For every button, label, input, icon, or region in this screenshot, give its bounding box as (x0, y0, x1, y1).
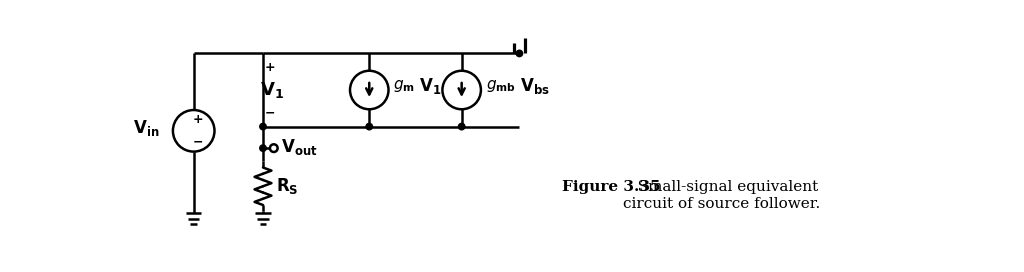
Text: Small-signal equivalent
circuit of source follower.: Small-signal equivalent circuit of sourc… (624, 181, 820, 211)
Text: $\mathbf{V}_{\mathbf{in}}$: $\mathbf{V}_{\mathbf{in}}$ (133, 118, 160, 138)
Text: $\mathbf{V}_{\mathbf{bs}}$: $\mathbf{V}_{\mathbf{bs}}$ (520, 76, 550, 96)
Text: $g_{\mathbf{m}}$: $g_{\mathbf{m}}$ (393, 78, 415, 94)
Circle shape (516, 50, 522, 57)
Circle shape (366, 123, 373, 130)
Text: $\mathbf{V_1}$: $\mathbf{V_1}$ (260, 80, 284, 100)
Text: +: + (264, 61, 275, 74)
Text: $g_{\mathbf{mb}}$: $g_{\mathbf{mb}}$ (485, 78, 515, 94)
Text: −: − (193, 136, 203, 149)
Circle shape (260, 145, 266, 152)
Circle shape (260, 123, 266, 130)
Text: $\mathbf{R}_{\mathbf{S}}$: $\mathbf{R}_{\mathbf{S}}$ (276, 176, 299, 196)
Text: Figure 3.35: Figure 3.35 (562, 181, 660, 194)
Text: $\mathbf{V_1}$: $\mathbf{V_1}$ (419, 76, 440, 96)
Circle shape (459, 123, 465, 130)
Text: $\mathbf{V}_{\mathbf{out}}$: $\mathbf{V}_{\mathbf{out}}$ (281, 137, 317, 157)
Text: −: − (264, 106, 275, 119)
Text: +: + (193, 113, 203, 126)
